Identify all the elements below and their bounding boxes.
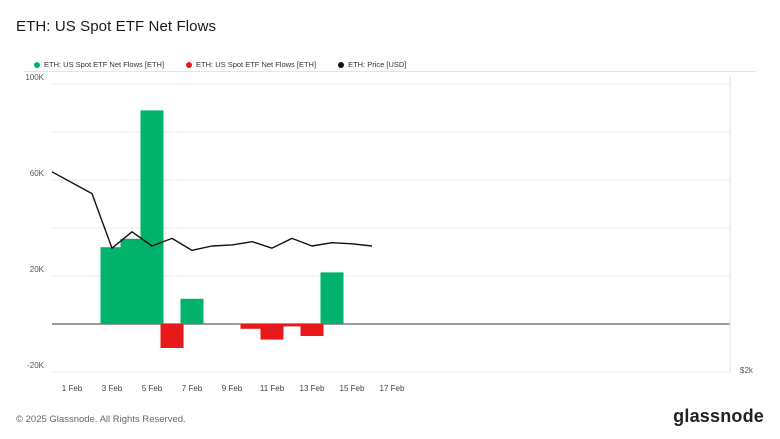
legend-swatch-red (186, 61, 193, 68)
outflow-bar (280, 324, 304, 327)
x-tick-label: 9 Feb (222, 384, 243, 393)
outflow-bar (160, 324, 184, 348)
legend-label: ETH: US Spot ETF Net Flows [ETH] (44, 60, 165, 69)
x-tick-label: 7 Feb (182, 384, 203, 393)
x-tick-label: 1 Feb (62, 384, 83, 393)
legend-item-outflows[interactable]: ETH: US Spot ETF Net Flows [ETH] (186, 60, 316, 69)
legend-swatch-black (338, 61, 345, 68)
x-tick-label: 5 Feb (142, 384, 163, 393)
legend-label: ETH: Price [USD] (348, 60, 407, 69)
inflow-bar (120, 238, 144, 324)
inflow-bar (180, 298, 204, 324)
price-line (51, 171, 373, 252)
outflow-bar (300, 324, 324, 336)
legend: ETH: US Spot ETF Net Flows [ETH] ETH: US… (34, 60, 406, 69)
copyright-text: © 2025 Glassnode. All Rights Reserved. (16, 414, 186, 425)
legend-label: ETH: US Spot ETF Net Flows [ETH] (196, 60, 317, 69)
x-tick-label: 15 Feb (340, 384, 365, 393)
x-tick-label: 3 Feb (102, 384, 123, 393)
x-tick-label: 13 Feb (300, 384, 325, 393)
y-right-tick-label: $2k (740, 366, 754, 375)
legend-item-price[interactable]: ETH: Price [USD] (338, 60, 406, 69)
legend-swatch-green (34, 61, 40, 68)
y-tick-label: 20K (30, 265, 45, 274)
chart-title: ETH: US Spot ETF Net Flows (16, 18, 217, 35)
outflow-bar (240, 324, 264, 329)
y-tick-label: -20K (27, 361, 45, 370)
inflow-bar (320, 272, 344, 324)
glassnode-logo: glassnode (673, 406, 764, 426)
x-tick-label: 17 Feb (380, 384, 405, 393)
legend-divider (24, 71, 756, 72)
y-tick-label: 100K (25, 73, 44, 82)
inflow-bar (100, 247, 124, 324)
inflow-bar (140, 110, 164, 325)
legend-item-inflows[interactable]: ETH: US Spot ETF Net Flows [ETH] (34, 60, 164, 69)
outflow-bar (260, 324, 284, 340)
y-tick-label: 60K (30, 169, 45, 178)
x-tick-label: 11 Feb (260, 384, 285, 393)
